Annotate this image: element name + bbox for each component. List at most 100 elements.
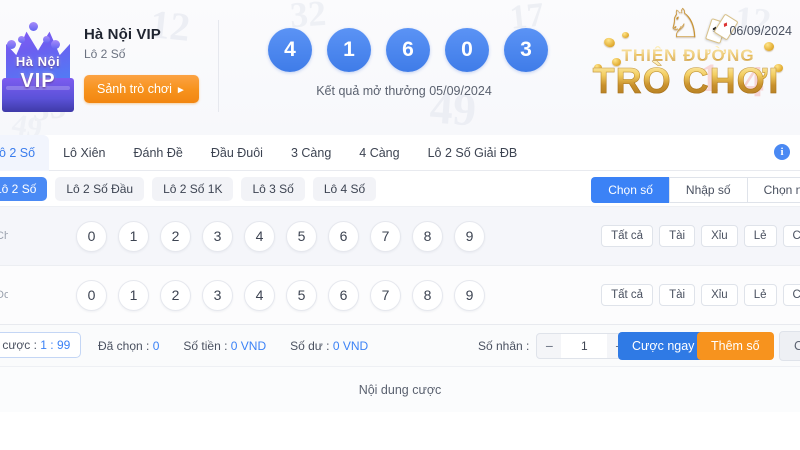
row-label: Đơn vị bbox=[0, 289, 8, 301]
digit-button[interactable]: 8 bbox=[412, 279, 443, 311]
result-ball: 1 bbox=[327, 28, 371, 72]
digit-group: 0 1 2 3 4 5 6 7 8 9 bbox=[76, 220, 485, 252]
selected-value: 0 bbox=[152, 338, 160, 353]
subtab-lo-4-so[interactable]: Lô 4 Số bbox=[312, 176, 377, 201]
crown-jewel-icon bbox=[18, 36, 25, 43]
draw-date: 06/09/2024 bbox=[729, 24, 792, 38]
play-arrow-icon: ► bbox=[175, 85, 186, 96]
input-mode-segmented: Chọn số Nhập số Chọn nhanh bbox=[591, 177, 800, 203]
brand-logo: ♘ THIÊN ĐƯỜNG TRÒ CHƠI bbox=[582, 2, 790, 120]
selected-label: Đã chọn : bbox=[98, 338, 150, 353]
game-type-tabs: Lô 2 Số Lô Xiên Đánh Đề Đầu Đuôi 3 Càng … bbox=[0, 134, 800, 171]
brand-line-1: THIÊN ĐƯỜNG bbox=[590, 46, 786, 66]
tab-lo-2-so-giai-db[interactable]: Lô 2 Số Giải ĐB bbox=[427, 145, 518, 160]
tab-lo-2-so[interactable]: Lô 2 Số bbox=[0, 134, 50, 171]
brand-line-2: TRÒ CHƠI bbox=[582, 60, 790, 102]
subtab-lo-2-so-dau[interactable]: Lô 2 Số Đầu bbox=[55, 176, 145, 201]
crown-jewel-icon bbox=[29, 22, 38, 31]
quick-select-group: Tất cả Tài Xỉu Lẻ Chẵn bbox=[601, 225, 800, 247]
lobby-button[interactable]: Sảnh trò chơi ► bbox=[84, 75, 199, 103]
bet-content-label: Nội dung cược bbox=[358, 382, 442, 397]
amount-value: 0 VND bbox=[230, 338, 267, 353]
bet-variant-bar: Lô 2 Số Lô 2 Số Đầu Lô 2 Số 1K Lô 3 Số L… bbox=[0, 171, 800, 207]
hanoi-vip-logo: Hà Nội VIP bbox=[2, 8, 74, 120]
digit-button[interactable]: 7 bbox=[370, 279, 401, 311]
tab-dau-duoi[interactable]: Đầu Đuôi bbox=[210, 145, 263, 160]
digit-button[interactable]: 3 bbox=[202, 279, 233, 311]
decrement-button[interactable]: − bbox=[545, 337, 554, 354]
digit-button[interactable]: 1 bbox=[118, 220, 149, 252]
digit-button[interactable]: 8 bbox=[412, 220, 443, 252]
tab-4-cang[interactable]: 4 Càng bbox=[359, 145, 400, 160]
bet-now-button[interactable]: Cược ngay bbox=[618, 331, 709, 360]
quick-tai[interactable]: Tài bbox=[659, 225, 696, 247]
bet-action-bar: Tỷ lệ cược : 1 : 99 Đã chọn : 0 Số tiền … bbox=[0, 324, 800, 366]
game-header: 55 12 32 49 17 12 4 1 49 Hà Nội VIP Hà N… bbox=[0, 0, 800, 135]
game-subtitle: Lô 2 Số bbox=[84, 47, 126, 61]
page-title: Hà Nội VIP bbox=[84, 26, 161, 43]
reset-button[interactable]: Cài lại bbox=[779, 330, 800, 361]
digit-button[interactable]: 3 bbox=[202, 220, 233, 252]
row-separator bbox=[0, 265, 800, 266]
coin-icon bbox=[612, 58, 621, 66]
coin-icon bbox=[594, 64, 602, 71]
quick-xiu[interactable]: Xỉu bbox=[701, 225, 738, 247]
odds-value: 1 : 99 bbox=[40, 338, 71, 352]
digit-button[interactable]: 0 bbox=[76, 279, 107, 311]
balance-value: 0 VND bbox=[332, 338, 369, 353]
crown-jewel-icon bbox=[7, 40, 16, 49]
tab-lo-xien[interactable]: Lô Xiên bbox=[63, 145, 106, 160]
mode-chon-so[interactable]: Chọn số bbox=[591, 177, 669, 203]
tab-danh-de[interactable]: Đánh Đề bbox=[133, 145, 183, 160]
balance-display: Số dư : 0 VND bbox=[290, 339, 368, 353]
info-icon[interactable]: i bbox=[774, 144, 790, 160]
lobby-button-label: Sảnh trò chơi bbox=[97, 82, 172, 96]
crown-jewel-icon bbox=[43, 36, 50, 43]
subtab-lo-2-so[interactable]: Lô 2 Số bbox=[0, 176, 48, 201]
multiplier-input[interactable] bbox=[561, 333, 608, 358]
add-number-button[interactable]: Thêm số bbox=[697, 331, 774, 360]
odds-display: Tỷ lệ cược : 1 : 99 bbox=[0, 332, 82, 358]
mode-chon-nhanh[interactable]: Chọn nhanh bbox=[746, 177, 800, 203]
digit-button[interactable]: 6 bbox=[328, 279, 359, 311]
number-row-tens: Chục 0 1 2 3 4 5 6 7 8 9 Tất cả Tài Xỉu … bbox=[0, 207, 800, 265]
subtab-lo-3-so[interactable]: Lô 3 Số bbox=[241, 176, 305, 201]
balance-label: Số dư : bbox=[290, 338, 330, 353]
multiplier-label: Số nhân : bbox=[478, 338, 530, 353]
digit-button[interactable]: 7 bbox=[370, 220, 401, 252]
coin-icon bbox=[774, 64, 783, 72]
quick-tat-ca[interactable]: Tất cả bbox=[601, 225, 654, 247]
digit-button[interactable]: 4 bbox=[244, 279, 275, 311]
odds-label: Tỷ lệ cược : bbox=[0, 338, 37, 352]
row-label: Chục bbox=[0, 230, 8, 242]
digit-button[interactable]: 9 bbox=[454, 279, 485, 311]
digit-button[interactable]: 5 bbox=[286, 220, 317, 252]
logo-text-line2: VIP bbox=[20, 70, 56, 92]
logo-base bbox=[2, 78, 74, 112]
quick-chan[interactable]: Chẵn bbox=[782, 225, 800, 247]
digit-button[interactable]: 0 bbox=[76, 220, 107, 252]
digit-button[interactable]: 4 bbox=[244, 220, 275, 252]
quick-chan[interactable]: Chẵn bbox=[782, 284, 800, 306]
quick-tat-ca[interactable]: Tất cả bbox=[601, 284, 654, 306]
pegasus-icon: ♘ bbox=[666, 2, 702, 46]
quick-le[interactable]: Lẻ bbox=[743, 284, 777, 306]
subtab-lo-2-so-1k[interactable]: Lô 2 Số 1K bbox=[152, 176, 234, 201]
tab-3-cang[interactable]: 3 Càng bbox=[290, 145, 332, 160]
digit-button[interactable]: 2 bbox=[160, 279, 191, 311]
digit-button[interactable]: 2 bbox=[160, 220, 191, 252]
result-balls: 4 1 6 0 3 bbox=[268, 28, 548, 72]
quick-tai[interactable]: Tài bbox=[659, 284, 696, 306]
quick-le[interactable]: Lẻ bbox=[743, 225, 777, 247]
quick-xiu[interactable]: Xỉu bbox=[701, 284, 738, 306]
digit-button[interactable]: 9 bbox=[454, 220, 485, 252]
result-ball: 4 bbox=[268, 28, 312, 72]
mode-nhap-so[interactable]: Nhập số bbox=[668, 177, 747, 203]
digit-button[interactable]: 1 bbox=[118, 279, 149, 311]
digit-button[interactable]: 6 bbox=[328, 220, 359, 252]
digit-button[interactable]: 5 bbox=[286, 279, 317, 311]
quick-select-group: Tất cả Tài Xỉu Lẻ Chẵn bbox=[601, 284, 800, 306]
amount-display: Số tiền : 0 VND bbox=[183, 339, 266, 353]
digit-group: 0 1 2 3 4 5 6 7 8 9 bbox=[76, 279, 485, 311]
game-meta: Hà Nội VIP Lô 2 Số bbox=[84, 26, 161, 61]
